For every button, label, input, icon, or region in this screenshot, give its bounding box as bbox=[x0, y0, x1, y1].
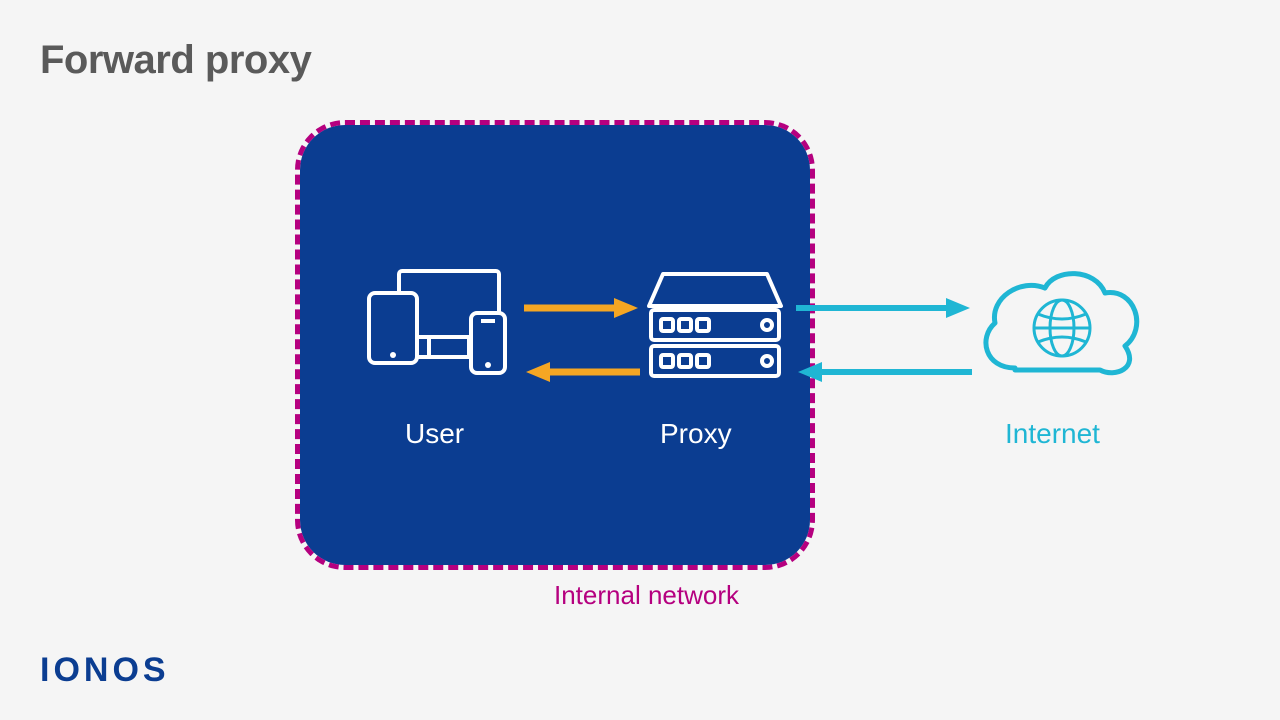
server-icon bbox=[645, 270, 785, 395]
brand-logo: IONOS bbox=[40, 651, 170, 690]
arrow-proxy-to-user bbox=[522, 360, 642, 389]
proxy-label: Proxy bbox=[660, 418, 732, 450]
arrow-proxy-to-internet bbox=[794, 296, 974, 325]
arrow-internet-to-proxy bbox=[794, 360, 974, 389]
page-title: Forward proxy bbox=[40, 38, 311, 83]
devices-icon bbox=[365, 265, 515, 390]
internet-label: Internet bbox=[1005, 418, 1100, 450]
arrow-user-to-proxy bbox=[522, 296, 642, 325]
internal-network-label: Internal network bbox=[554, 580, 739, 611]
cloud-globe-icon bbox=[970, 258, 1150, 403]
user-label: User bbox=[405, 418, 464, 450]
